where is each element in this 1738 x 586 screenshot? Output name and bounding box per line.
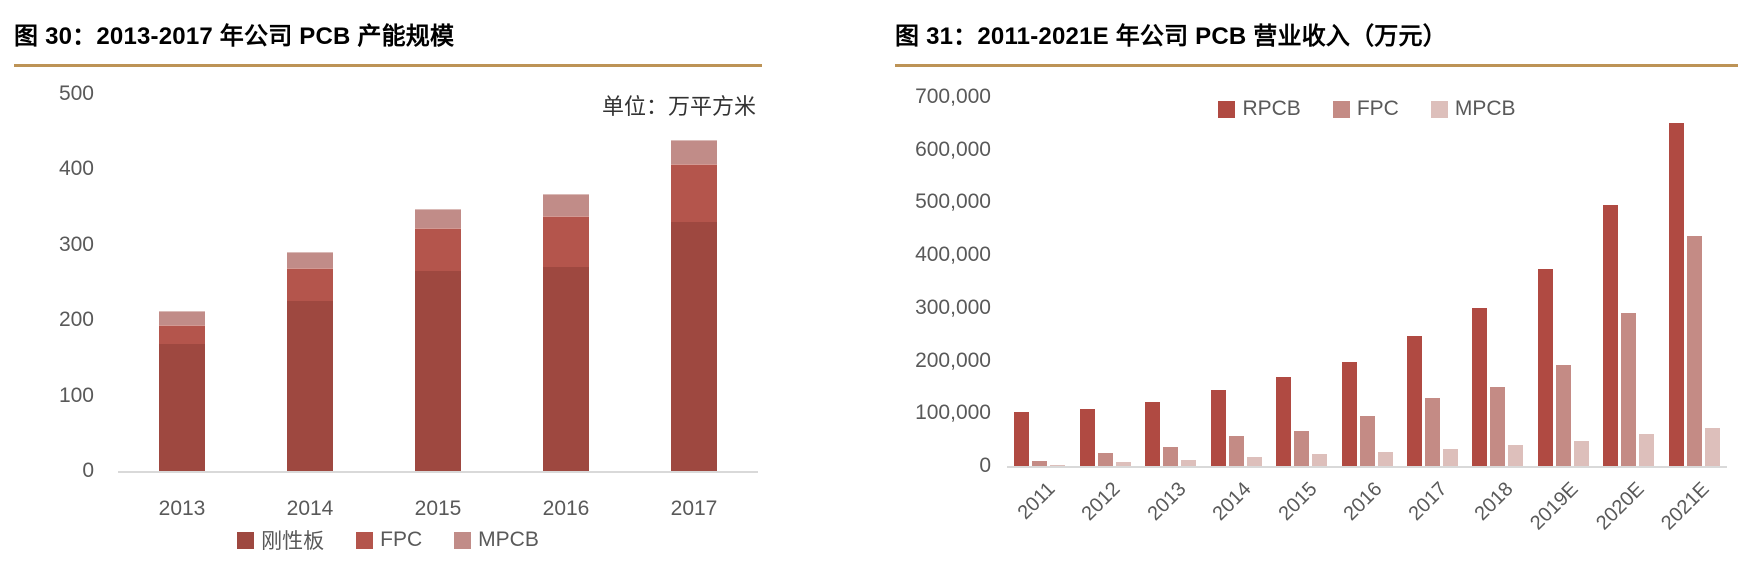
legend-swatch-FPC	[1332, 100, 1350, 118]
legend-item-FPC: FPC	[356, 528, 422, 552]
bar-segment-FPC-2014	[287, 268, 333, 302]
x-axis-line	[1007, 466, 1727, 468]
bar-segment-MPCB-2013	[159, 311, 205, 325]
bar-RPCB-2012	[1079, 409, 1095, 466]
bar-FPC-2011	[1032, 460, 1048, 466]
legend-label-RPCB: RPCB	[1242, 97, 1301, 120]
y-tick-label: 400	[58, 157, 94, 181]
legend-swatch-MPCB	[1430, 100, 1448, 118]
y-tick-label: 300,000	[915, 295, 991, 319]
x-tick-label: 2016	[542, 497, 590, 520]
figure-31-title: 图 31：2011-2021E 年公司 PCB 营业收入（万元）	[895, 23, 1447, 50]
bar-FPC-2013	[1163, 447, 1179, 466]
legend: RPCB FPC MPCB	[1007, 97, 1727, 121]
x-tick-label: 2014	[286, 497, 334, 520]
x-tick-label: 2013	[158, 497, 206, 520]
bar-segment-MPCB-2017	[671, 139, 717, 165]
x-tick-label: 2017	[670, 497, 718, 520]
y-tick-label: 200,000	[915, 348, 991, 372]
y-tick-label: 300	[58, 232, 94, 256]
bar-RPCB-2021E	[1668, 123, 1684, 466]
bar-MPCB-2011	[1050, 464, 1066, 466]
figure-30-title-divider	[14, 64, 762, 67]
bar-FPC-2014	[1228, 435, 1244, 466]
figure-31-panel: 图 31：2011-2021E 年公司 PCB 营业收入（万元） 0 100,00…	[895, 0, 1738, 577]
bar-segment-FPC-2017	[671, 164, 717, 223]
bar-MPCB-2020E	[1639, 434, 1655, 466]
bar-MPCB-2014	[1246, 457, 1262, 466]
bar-RPCB-2016	[1341, 361, 1357, 466]
bar-segment-刚性板-2016	[543, 267, 589, 471]
bar-RPCB-2015	[1276, 376, 1292, 466]
bar-MPCB-2019E	[1573, 440, 1589, 466]
bar-FPC-2012	[1097, 453, 1113, 466]
bar-segment-刚性板-2017	[671, 222, 717, 471]
y-tick-label: 600,000	[915, 137, 991, 161]
bar-MPCB-2012	[1115, 462, 1131, 466]
legend-swatch-RPCB	[1218, 100, 1236, 118]
legend-swatch-FPC	[356, 531, 374, 549]
bar-FPC-2015	[1294, 430, 1310, 466]
y-tick-label: 200	[58, 308, 94, 332]
bar-FPC-2019E	[1555, 364, 1571, 466]
bar-MPCB-2018	[1508, 444, 1524, 466]
bar-MPCB-2015	[1312, 453, 1328, 466]
y-tick-label: 0	[82, 459, 94, 482]
bar-MPCB-2017	[1442, 449, 1458, 466]
bar-FPC-2018	[1490, 387, 1506, 466]
bar-FPC-2020E	[1621, 312, 1637, 466]
legend-item-MPCB: MPCB	[1430, 97, 1516, 121]
legend-label-刚性板: 刚性板	[261, 530, 325, 553]
figure-30-panel: 图 30：2013-2017 年公司 PCB 产能规模 单位：万平方米 0 100…	[14, 0, 762, 577]
legend-item-刚性板: 刚性板	[237, 525, 324, 555]
y-tick-label: 500,000	[915, 190, 991, 214]
legend-label-FPC: FPC	[1356, 97, 1399, 120]
bar-segment-MPCB-2014	[287, 252, 333, 269]
legend-swatch-MPCB	[454, 531, 472, 549]
legend-label-MPCB: MPCB	[478, 528, 539, 551]
bar-segment-FPC-2015	[415, 228, 461, 272]
bar-segment-刚性板-2013	[159, 344, 205, 471]
bar-MPCB-2016	[1377, 452, 1393, 466]
y-tick-label: 400,000	[915, 243, 991, 267]
y-tick-label: 700,000	[915, 85, 991, 108]
y-tick-label: 500	[58, 82, 94, 105]
bar-RPCB-2017	[1406, 335, 1422, 466]
legend-item-MPCB: MPCB	[454, 528, 539, 552]
bar-segment-FPC-2013	[159, 324, 205, 345]
bar-RPCB-2014	[1210, 389, 1226, 466]
bar-RPCB-2013	[1145, 401, 1161, 466]
bar-segment-FPC-2016	[543, 216, 589, 268]
legend-label-MPCB: MPCB	[1454, 97, 1516, 120]
bar-MPCB-2013	[1181, 460, 1197, 466]
y-tick-label: 0	[979, 454, 991, 477]
pcb-capacity-stacked-bar-chart: 单位：万平方米 0 100 200 300 400 500 2013 2014 2015 2016…	[14, 67, 762, 577]
bar-segment-MPCB-2015	[415, 208, 461, 229]
legend-swatch-刚性板	[237, 531, 255, 549]
x-tick-label: 2015	[414, 497, 462, 520]
x-axis-line	[118, 471, 758, 473]
bar-FPC-2017	[1424, 397, 1440, 466]
bar-RPCB-2011	[1014, 411, 1030, 466]
legend: 刚性板 FPC MPCB	[14, 525, 762, 555]
figure-30-title: 图 30：2013-2017 年公司 PCB 产能规模	[14, 23, 455, 50]
figure-31-title-divider	[895, 64, 1738, 67]
bar-segment-刚性板-2015	[415, 271, 461, 471]
unit-note: 单位：万平方米	[601, 94, 756, 119]
pcb-revenue-grouped-bar-chart: 0 100,000 200,000 300,000 400,000 500,000 600,…	[895, 67, 1738, 577]
legend-item-FPC: FPC	[1332, 97, 1399, 121]
bar-RPCB-2020E	[1603, 205, 1619, 466]
bar-MPCB-2021E	[1704, 428, 1720, 466]
bar-RPCB-2018	[1472, 307, 1488, 466]
legend-item-RPCB: RPCB	[1218, 97, 1301, 121]
bar-RPCB-2019E	[1537, 268, 1553, 466]
bar-FPC-2016	[1359, 416, 1375, 466]
y-tick-label: 100,000	[915, 401, 991, 425]
legend-label-FPC: FPC	[380, 528, 423, 551]
bar-segment-刚性板-2014	[287, 301, 333, 471]
bar-FPC-2021E	[1686, 235, 1702, 466]
y-tick-label: 100	[58, 383, 94, 407]
bar-segment-MPCB-2016	[543, 193, 589, 217]
